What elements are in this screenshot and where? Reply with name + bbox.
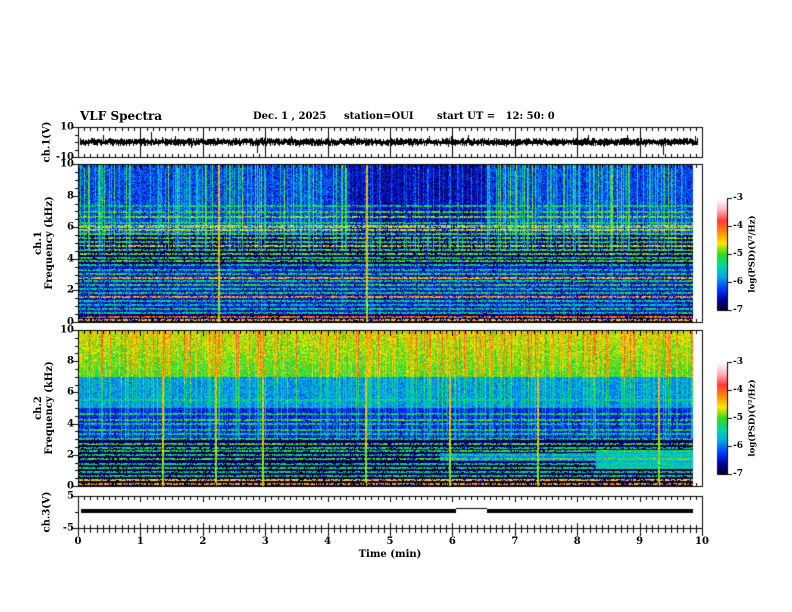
- colorbar-tick-label: -5: [733, 249, 743, 259]
- colorbar-tick-label: -3: [733, 193, 743, 203]
- y-tick-label: 10: [60, 324, 74, 336]
- ch2-frequency-axis-label-line2: Frequency (kHz): [44, 361, 55, 455]
- y-tick-label: 4: [67, 418, 74, 430]
- start-ut-label: start UT = 12: 50: 0: [437, 111, 555, 122]
- y-tick-label: 8: [67, 355, 74, 367]
- ch2-frequency-axis-label: ch.2 Frequency (kHz): [33, 361, 55, 454]
- colorbar1-label: log(PSD)(V²/Hz): [747, 215, 758, 293]
- colorbar-tick-label: -6: [733, 441, 743, 451]
- y-tick-label: 6: [67, 386, 74, 398]
- colorbar2-label: log(PSD)(V²/Hz): [747, 379, 758, 457]
- time-tick-label: 7: [511, 536, 519, 547]
- colorbar-tick-label: -7: [733, 305, 743, 315]
- y-tick-label: 5: [67, 490, 74, 502]
- y-tick-label: 0: [67, 316, 74, 328]
- ch1-frequency-axis-label: ch.1 Frequency (kHz): [33, 196, 55, 289]
- time-axis-title: Time (min): [358, 549, 422, 560]
- time-tick-label: 10: [695, 536, 709, 547]
- time-tick-label: 4: [324, 536, 332, 547]
- time-tick-label: 8: [573, 536, 581, 547]
- ch1-frequency-axis-label-line1: ch.1: [33, 231, 44, 255]
- y-tick-label: -5: [62, 522, 74, 534]
- time-tick-label: 6: [448, 536, 456, 547]
- colorbar-tick-label: -7: [733, 469, 743, 479]
- y-tick-label: 6: [67, 221, 74, 233]
- time-tick-label: 9: [636, 536, 644, 547]
- colorbar-tick-label: -5: [733, 413, 743, 423]
- y-tick-label: 10: [60, 158, 74, 170]
- ch1-frequency-axis-label-line2: Frequency (kHz): [44, 196, 55, 290]
- y-tick-label: -10: [55, 151, 74, 163]
- time-tick-label: 5: [386, 536, 394, 547]
- figure-title: VLF Spectra: [80, 109, 163, 123]
- colorbar-tick-label: -4: [733, 385, 743, 395]
- ch2-frequency-axis-label-line1: ch.2: [33, 396, 44, 420]
- station-label: station=OUI: [344, 111, 414, 122]
- time-tick-label: 0: [74, 536, 82, 547]
- y-tick-label: 10: [60, 121, 74, 133]
- ch1-voltage-axis-label: ch.1(V): [41, 121, 53, 163]
- colorbar-tick-label: -6: [733, 277, 743, 287]
- time-tick-label: 1: [136, 536, 144, 547]
- colorbar-tick-label: -3: [733, 357, 743, 367]
- colorbar-tick-label: -4: [733, 221, 743, 231]
- y-tick-label: 0: [67, 480, 74, 492]
- figure-date: Dec. 1 , 2025: [253, 111, 327, 122]
- time-tick-label: 2: [199, 536, 207, 547]
- y-tick-label: 2: [67, 284, 74, 296]
- y-tick-label: 8: [67, 190, 74, 202]
- y-tick-label: 2: [67, 449, 74, 461]
- y-tick-label: 4: [67, 253, 74, 265]
- ch3-voltage-axis-label: ch.3(V): [41, 491, 53, 533]
- time-tick-label: 3: [261, 536, 269, 547]
